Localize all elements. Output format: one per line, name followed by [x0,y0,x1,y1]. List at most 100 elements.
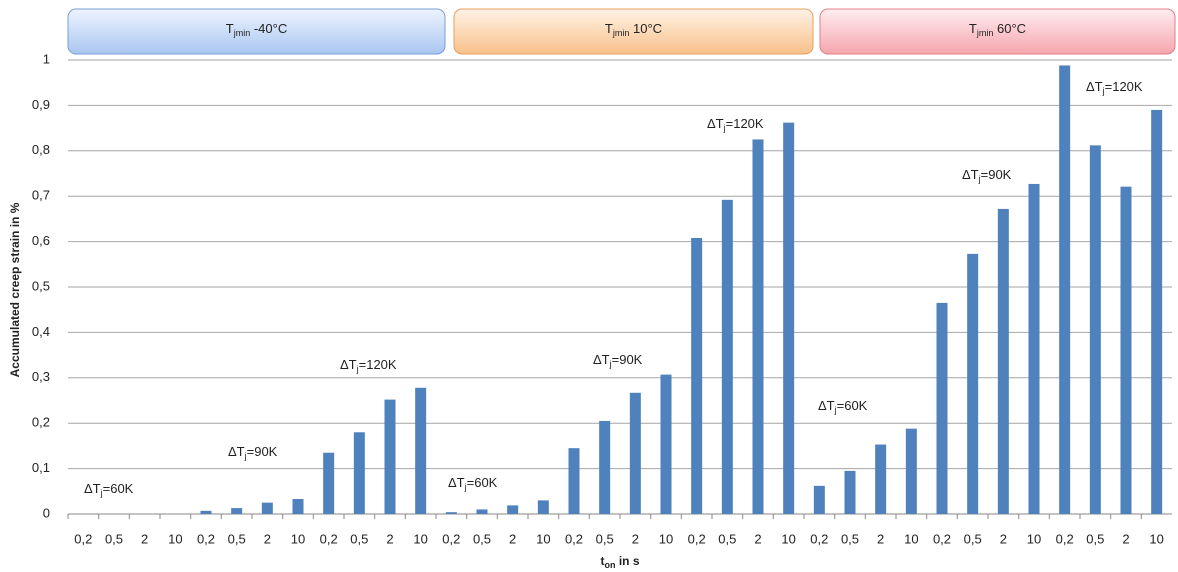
label-sub: jmin [612,28,630,38]
x-tick-label: 0,5 [964,531,982,546]
x-tick-label: 0,5 [718,531,736,546]
y-tick-label: 1 [43,51,50,66]
label: ΔTj=60K [818,398,868,415]
label: ΔTj=120K [1086,79,1143,96]
x-tick-label: 0,2 [1056,531,1074,546]
bar [844,470,856,514]
y-tick-label: 0,8 [32,142,50,157]
bar [1089,145,1101,515]
panel-header [819,8,1176,55]
label-sub: j [1102,86,1105,96]
bar [353,432,365,514]
label-part: =120K [726,116,764,131]
x-tick-label: 0,2 [74,531,92,546]
x-tick-label: 0,5 [228,531,246,546]
x-tick-label: 10 [1149,531,1163,546]
label-part: =60K [837,398,868,413]
y-tick-label: 0,7 [32,188,50,203]
x-tick-label: 2 [141,531,148,546]
y-tick-label: 0 [43,505,50,520]
bar [231,508,243,514]
bar [261,502,273,514]
label-sub: j [464,482,467,492]
label: ΔTj=90K [228,444,278,461]
label: ΔTj=120K [707,116,764,133]
label: Tjmin -40°C [226,21,287,38]
x-tick-label: 0,2 [442,531,460,546]
label-part: ΔT [228,444,245,459]
bar [415,387,427,514]
label: ton in s [600,554,639,570]
bar [905,428,917,514]
label-part: ΔT [84,481,101,496]
bar [752,139,764,514]
label-part: T [226,21,234,36]
label: ΔTj=120K [340,357,397,374]
y-tick-label: 0,5 [32,278,50,293]
label-part: =90K [612,352,643,367]
x-tick-label: 2 [632,531,639,546]
label-part: ΔT [707,116,724,131]
x-tick-label: 2 [1000,531,1007,546]
bar [936,302,948,514]
x-tick-label: 2 [264,531,271,546]
label-part: T [969,21,977,36]
panel-header [453,8,814,55]
label-sub: jmin [233,28,251,38]
bar [813,485,825,514]
label-part: ΔT [818,398,835,413]
bar [1059,65,1071,514]
x-tick-label: 0,5 [473,531,491,546]
label-part: =120K [359,357,397,372]
label-part: 60°C [993,21,1026,36]
bar [292,499,304,514]
bar [660,374,672,514]
x-tick-label: 10 [291,531,305,546]
label-part: ΔT [340,357,357,372]
bar [323,452,335,514]
x-tick-label: 10 [536,531,550,546]
bar [200,510,212,514]
bar [1120,186,1132,514]
label-part: =90K [247,444,278,459]
bar [568,448,580,514]
x-tick-label: 0,5 [350,531,368,546]
bar [691,237,703,514]
label-sub: j [978,174,981,184]
bar [445,512,457,514]
label: ΔTj=60K [448,475,498,492]
x-tick-label: 10 [781,531,795,546]
bar [599,420,611,514]
label: ΔTj=90K [962,167,1012,184]
x-tick-label: 0,2 [688,531,706,546]
label-sub: on [604,560,615,570]
label: ΔTj=90K [593,352,643,369]
x-tick-label: 10 [413,531,427,546]
bar [476,509,488,514]
bar [537,500,549,514]
x-tick-label: 0,2 [810,531,828,546]
y-axis-label: Accumulated creep strain in % [8,202,22,377]
y-tick-label: 0,9 [32,97,50,112]
label: Tjmin 60°C [969,21,1026,38]
bar [997,208,1009,515]
x-tick-label: 10 [168,531,182,546]
label-sub: j [244,451,247,461]
y-tick-label: 0,1 [32,460,50,475]
panel-header [67,8,446,55]
bar [1151,109,1163,514]
label-part: in s [615,554,639,568]
bar [1028,183,1040,514]
label: Tjmin 10°C [605,21,662,38]
x-tick-label: 10 [1027,531,1041,546]
x-tick-label: 0,5 [596,531,614,546]
bar [507,505,519,514]
x-tick-label: 2 [386,531,393,546]
x-tick-label: 0,5 [841,531,859,546]
label-part: =60K [103,481,134,496]
x-tick-label: 0,2 [320,531,338,546]
y-tick-label: 0,3 [32,369,50,384]
y-tick-label: 0,6 [32,233,50,248]
label-part: ΔT [448,475,465,490]
